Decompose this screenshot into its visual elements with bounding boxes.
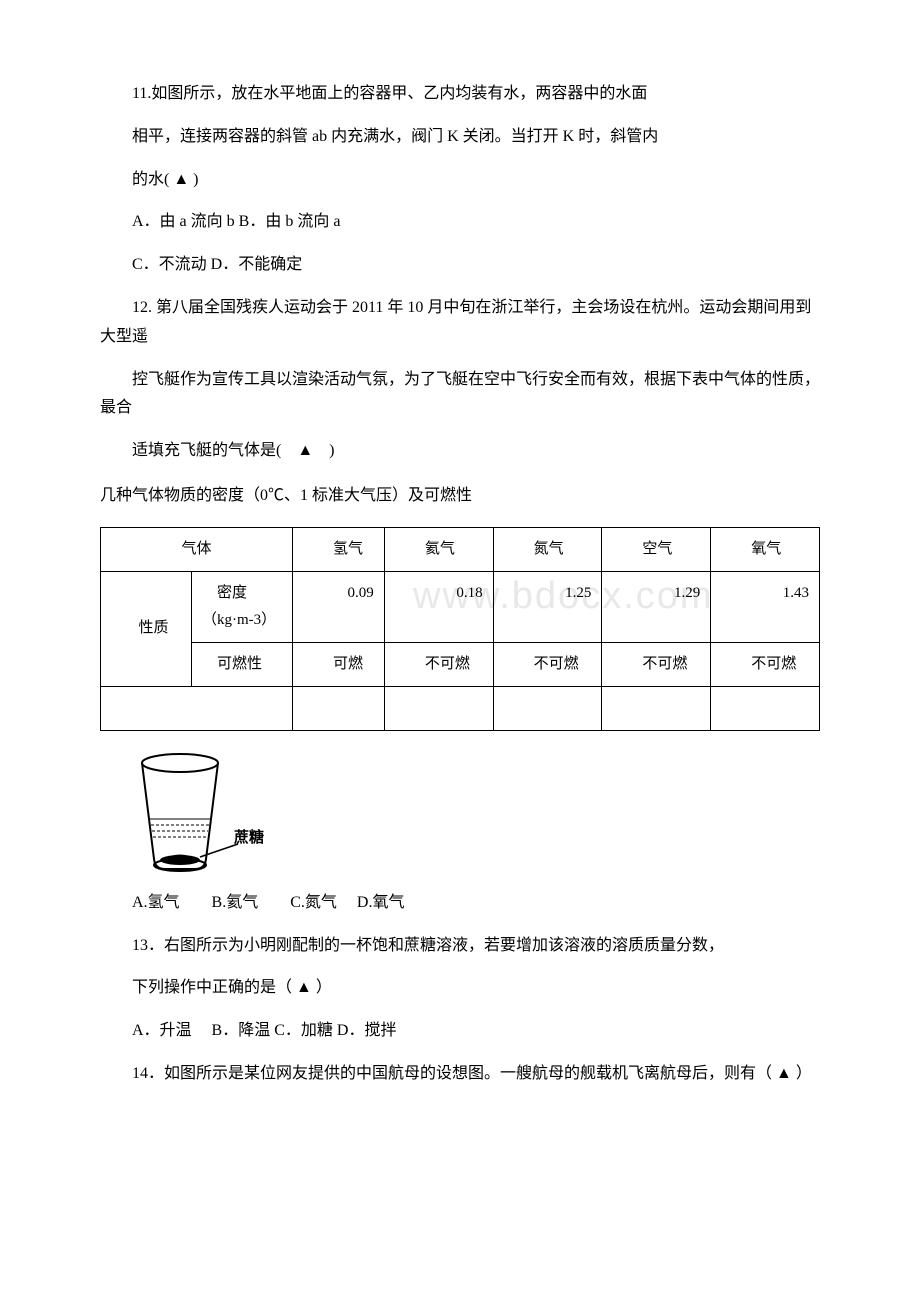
q12-line1: 12. 第八届全国残疾人运动会于 2011 年 10 月中旬在浙江举行，主会场设… [100, 294, 820, 352]
q11-line3: 的水( ▲ ) [100, 166, 820, 195]
q12-line2: 控飞艇作为宣传工具以渲染活动气氛，为了飞艇在空中飞行安全而有效，根据下表中气体的… [100, 366, 820, 424]
beaker-label: 蔗糖 [234, 829, 264, 847]
q14-line1: 14．如图所示是某位网友提供的中国航母的设想图。一艘航母的舰载机飞离航母后，则有… [100, 1060, 820, 1089]
td-density-o2: 1.43 [711, 571, 820, 642]
table-header-row: 气体 氢气 氦气 氮气 空气 氧气 [101, 527, 820, 571]
q12-table-title: 几种气体物质的密度（0℃、1 标准大气压）及可燃性 [100, 482, 820, 511]
beaker-figure: 蔗糖 [130, 749, 820, 879]
td-empty-3 [384, 686, 493, 730]
gas-properties-table: 气体 氢气 氦气 氮气 空气 氧气 性质 密度（kg·m-3） 0.09 www… [100, 527, 820, 731]
th-gas: 气体 [101, 527, 293, 571]
td-empty-6 [711, 686, 820, 730]
table-combust-row: 可燃性 可燃 不可燃 不可燃 不可燃 不可燃 [101, 642, 820, 686]
td-empty-4 [493, 686, 602, 730]
td-combust-he: 不可燃 [384, 642, 493, 686]
th-helium: 氦气 [384, 527, 493, 571]
th-oxygen: 氧气 [711, 527, 820, 571]
q11-opt-ab: A．由 a 流向 b B．由 b 流向 a [100, 208, 820, 237]
q13-line1: 13．右图所示为小明刚配制的一杯饱和蔗糖溶液，若要增加该溶液的溶质质量分数， [100, 932, 820, 961]
q11-line2: 相平，连接两容器的斜管 ab 内充满水，阀门 K 关闭。当打开 K 时，斜管内 [100, 123, 820, 152]
td-density-h2: 0.09 www.bdocx.com [293, 571, 385, 642]
q11-line1: 11.如图所示，放在水平地面上的容器甲、乙内均装有水，两容器中的水面 [100, 80, 820, 109]
td-combust-label: 可燃性 [192, 642, 293, 686]
th-air: 空气 [602, 527, 711, 571]
q12-options: A.氢气 B.氦气 C.氮气 D.氧气 [100, 889, 820, 918]
td-combust-n2: 不可燃 [493, 642, 602, 686]
table-density-row: 性质 密度（kg·m-3） 0.09 www.bdocx.com 0.18 1.… [101, 571, 820, 642]
q12-line3: 适填充飞艇的气体是( ▲ ) [100, 437, 820, 466]
td-combust-o2: 不可燃 [711, 642, 820, 686]
td-combust-air: 不可燃 [602, 642, 711, 686]
th-hydrogen: 氢气 [293, 527, 385, 571]
td-prop-label: 性质 [101, 571, 192, 686]
td-density-he: 0.18 [384, 571, 493, 642]
q13-line2: 下列操作中正确的是（ ▲ ） [100, 974, 820, 1003]
th-nitrogen: 氮气 [493, 527, 602, 571]
beaker-icon [130, 749, 240, 879]
td-empty-2 [293, 686, 385, 730]
td-empty-1 [101, 686, 293, 730]
td-empty-5 [602, 686, 711, 730]
td-combust-h2: 可燃 [293, 642, 385, 686]
q11-opt-cd: C．不流动 D．不能确定 [100, 251, 820, 280]
q13-opts: A．升温 B．降温 C．加糖 D．搅拌 [100, 1017, 820, 1046]
table-empty-row [101, 686, 820, 730]
td-density-n2: 1.25 [493, 571, 602, 642]
td-density-air: 1.29 [602, 571, 711, 642]
td-density-label: 密度（kg·m-3） [192, 571, 293, 642]
